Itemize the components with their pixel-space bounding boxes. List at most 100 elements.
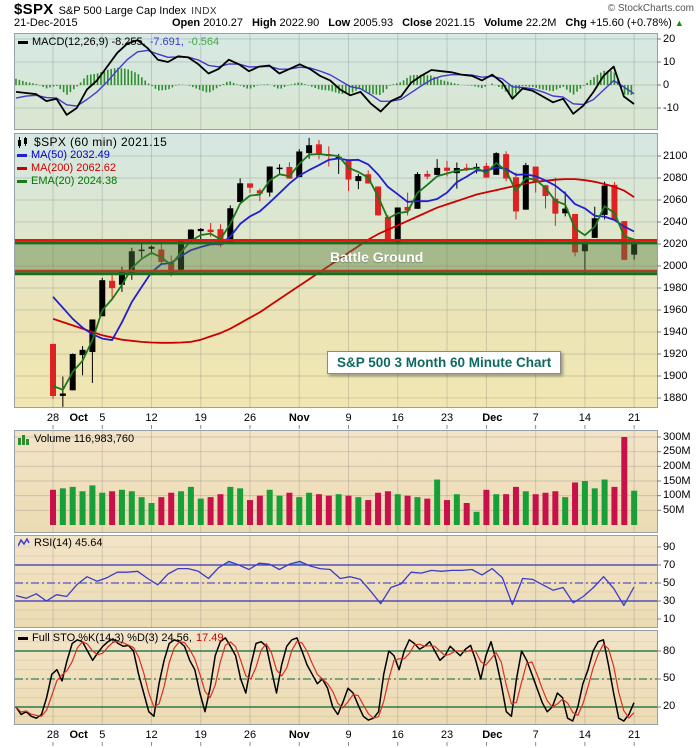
close-value: 2021.15: [435, 17, 475, 29]
ma200-legend: MA(200) 2062.62: [31, 162, 116, 174]
y-tick-label: 1920: [663, 347, 688, 360]
y-tick-label: 10: [663, 612, 676, 625]
low-label: Low: [328, 17, 351, 29]
y-tick-label: 150M: [663, 474, 691, 487]
volume-label: Volume: [483, 17, 523, 29]
up-arrow-icon: ▲: [674, 18, 684, 28]
volume-legend: Volume 116,983,760: [18, 433, 134, 445]
stochastics-panel: [14, 630, 658, 725]
y-tick-label: 250M: [663, 445, 691, 458]
x-axis-label: 7: [532, 729, 539, 741]
symbol: $SPX: [14, 1, 54, 18]
close-label: Close: [402, 17, 433, 29]
x-axis-label: 19: [194, 412, 207, 424]
y-tick-label: 1900: [663, 369, 688, 382]
x-axis-label: Nov: [288, 412, 310, 424]
volume-legend-text: Volume 116,983,760: [34, 433, 135, 445]
y-tick-label: 100M: [663, 489, 691, 502]
x-axis-label: Dec: [482, 412, 503, 424]
sto-d-value: 17.49: [195, 632, 224, 644]
rsi-panel: [14, 535, 658, 628]
x-axis-label: 28: [46, 729, 60, 741]
y-tick-label: 1940: [663, 325, 688, 338]
x-axis-label: 16: [391, 412, 404, 424]
open-value: 2010.27: [203, 17, 243, 29]
open-label: Open: [172, 17, 201, 29]
copyright: © StockCharts.com: [607, 3, 694, 14]
y-tick-label: 300M: [663, 430, 691, 443]
ema20-line-icon: [17, 180, 27, 183]
x-axis-label: 28: [46, 412, 60, 424]
annotation-box: S&P 500 3 Month 60 Minute Chart: [327, 351, 562, 374]
y-tick-label: 30: [663, 594, 676, 607]
y-tick-label: 2100: [663, 149, 688, 162]
y-tick-label: 1960: [663, 303, 688, 316]
y-tick-label: 2060: [663, 193, 688, 206]
ma50-line-icon: [17, 154, 27, 157]
ema20-legend: EMA(20) 2024.38: [31, 175, 118, 187]
chg-label: Chg: [565, 17, 587, 29]
x-axis-label: 12: [145, 412, 158, 424]
y-tick-label: 10: [663, 55, 676, 68]
y-tick-label: 2000: [663, 259, 688, 272]
macd-line-icon: [18, 40, 28, 44]
y-tick-label: 20: [663, 700, 676, 713]
volume-icon: [18, 434, 29, 445]
x-axis-label: Oct: [69, 729, 88, 741]
x-axis-label: 9: [345, 729, 352, 741]
rsi-icon: [18, 538, 30, 547]
y-tick-label: 0: [663, 78, 670, 91]
y-tick-label: 1880: [663, 391, 688, 404]
macd-hist-value: -0.564: [187, 36, 220, 48]
candlestick-icon: [18, 137, 27, 148]
y-tick-label: 2020: [663, 237, 688, 250]
price-legend: $SPX (60 min) 2021.15 MA(50) 2032.49 MA(…: [17, 136, 167, 188]
exchange: INDX: [191, 6, 218, 17]
x-axis-label: 16: [391, 729, 404, 741]
quote-row: 21-Dec-2015 Open 2010.27 High 2022.90 Low 2…: [14, 17, 684, 29]
y-tick-label: 80: [663, 644, 676, 657]
y-tick-label: 2040: [663, 215, 688, 228]
battle-ground-label: Battle Ground: [330, 249, 424, 265]
chart-header: $SPX S&P 500 Large Cap Index INDX © StockC…: [0, 0, 700, 32]
y-tick-label: -10: [663, 101, 679, 114]
ma200-line-icon: [17, 167, 27, 170]
y-tick-label: 2080: [663, 171, 688, 184]
sto-line-icon: [18, 636, 28, 640]
macd-legend-text: MACD(12,26,9) -8.255,: [32, 36, 146, 48]
y-tick-label: 90: [663, 540, 676, 553]
y-tick-label: 200M: [663, 459, 691, 472]
x-axis-label: 26: [243, 729, 257, 741]
x-axis-label: 21: [628, 412, 641, 424]
x-axis-label: 23: [440, 412, 454, 424]
ma50-legend: MA(50) 2032.49: [31, 149, 110, 161]
macd-signal-value: -7.691,: [149, 36, 184, 48]
x-axis-label: Oct: [69, 412, 88, 424]
symbol-row: $SPX S&P 500 Large Cap Index INDX: [14, 1, 217, 19]
quote-date: 21-Dec-2015: [14, 17, 78, 29]
x-axis-label: 7: [532, 412, 539, 424]
symbol-name: S&P 500 Large Cap Index: [58, 5, 187, 17]
macd-legend: MACD(12,26,9) -8.255, -7.691, -0.564: [18, 36, 219, 48]
y-tick-label: 70: [663, 558, 676, 571]
x-axis-label: 9: [345, 412, 352, 424]
volume-value: 22.2M: [525, 17, 557, 29]
y-tick-label: 50M: [663, 503, 685, 516]
price-legend-title: $SPX (60 min) 2021.15: [34, 135, 168, 149]
x-axis-label: 21: [628, 729, 641, 741]
x-axis-label: 12: [145, 729, 158, 741]
high-label: High: [251, 17, 277, 29]
y-tick-label: 50: [663, 672, 676, 685]
x-axis-label: Dec: [482, 729, 503, 741]
volume-panel: [14, 430, 658, 533]
x-axis-label: 23: [440, 729, 454, 741]
y-tick-label: 50: [663, 576, 676, 589]
rsi-legend-text: RSI(14) 45.64: [34, 537, 103, 549]
y-tick-label: 1980: [663, 281, 688, 294]
high-value: 2022.90: [279, 17, 320, 29]
low-value: 2005.93: [353, 17, 394, 29]
chg-value: +15.60 (+0.78%): [589, 17, 672, 29]
x-axis-label: Nov: [288, 729, 310, 741]
x-axis-label: 5: [99, 412, 106, 424]
